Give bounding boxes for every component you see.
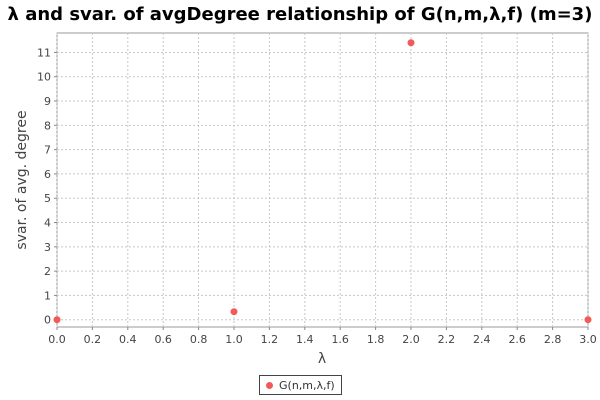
data-point xyxy=(584,316,592,324)
y-tick-label: 5 xyxy=(44,192,51,205)
x-tick-label: 2.8 xyxy=(544,333,562,346)
x-tick-label: 1.8 xyxy=(367,333,385,346)
x-tick-label: 1.4 xyxy=(296,333,314,346)
plot-area xyxy=(56,32,589,328)
x-tick-label: 0.0 xyxy=(48,333,66,346)
data-points xyxy=(53,39,592,324)
legend: G(n,m,λ,f) xyxy=(259,375,342,395)
x-tick-label: 2.0 xyxy=(402,333,420,346)
x-tick-label: 3.0 xyxy=(579,333,597,346)
chart-title: λ and svar. of avgDegree relationship of… xyxy=(7,4,593,25)
x-tick-label: 0.4 xyxy=(119,333,137,346)
grid-lines xyxy=(56,33,589,327)
y-tick-label: 7 xyxy=(44,144,51,157)
y-tick-label: 4 xyxy=(44,217,51,230)
y-tick-label: 8 xyxy=(44,119,51,132)
x-tick-label: 1.6 xyxy=(331,333,349,346)
data-point xyxy=(230,308,238,316)
y-tick-label: 2 xyxy=(44,265,51,278)
y-tick-label: 11 xyxy=(37,46,51,59)
x-axis-ticks: 0.0 0.2 0.4 0.6 0.8 1.0 1.2 1.4 1.6 1.8 2.0 2.2 2.4 2… xyxy=(48,327,597,346)
y-axis-label: svar. of avg. degree xyxy=(14,110,30,249)
data-point xyxy=(53,316,61,324)
y-tick-label: 0 xyxy=(44,314,51,327)
legend-marker xyxy=(266,381,273,389)
y-axis-ticks: 0 1 2 3 4 5 6 7 8 9 10 11 xyxy=(37,46,57,327)
legend-label: G(n,m,λ,f) xyxy=(279,378,335,392)
y-tick-label: 9 xyxy=(44,95,51,108)
x-tick-label: 0.8 xyxy=(190,333,208,346)
y-tick-label: 1 xyxy=(44,289,51,302)
x-tick-label: 2.6 xyxy=(508,333,526,346)
data-point xyxy=(407,39,415,47)
x-tick-label: 1.0 xyxy=(225,333,243,346)
x-tick-label: 0.2 xyxy=(84,333,102,346)
y-tick-label: 10 xyxy=(37,71,51,84)
y-tick-label: 6 xyxy=(44,168,51,181)
x-tick-label: 0.6 xyxy=(154,333,172,346)
x-tick-label: 1.2 xyxy=(261,333,279,346)
x-tick-label: 2.2 xyxy=(438,333,456,346)
y-tick-label: 3 xyxy=(44,241,51,254)
x-axis-label: λ xyxy=(318,351,326,367)
x-tick-label: 2.4 xyxy=(473,333,491,346)
